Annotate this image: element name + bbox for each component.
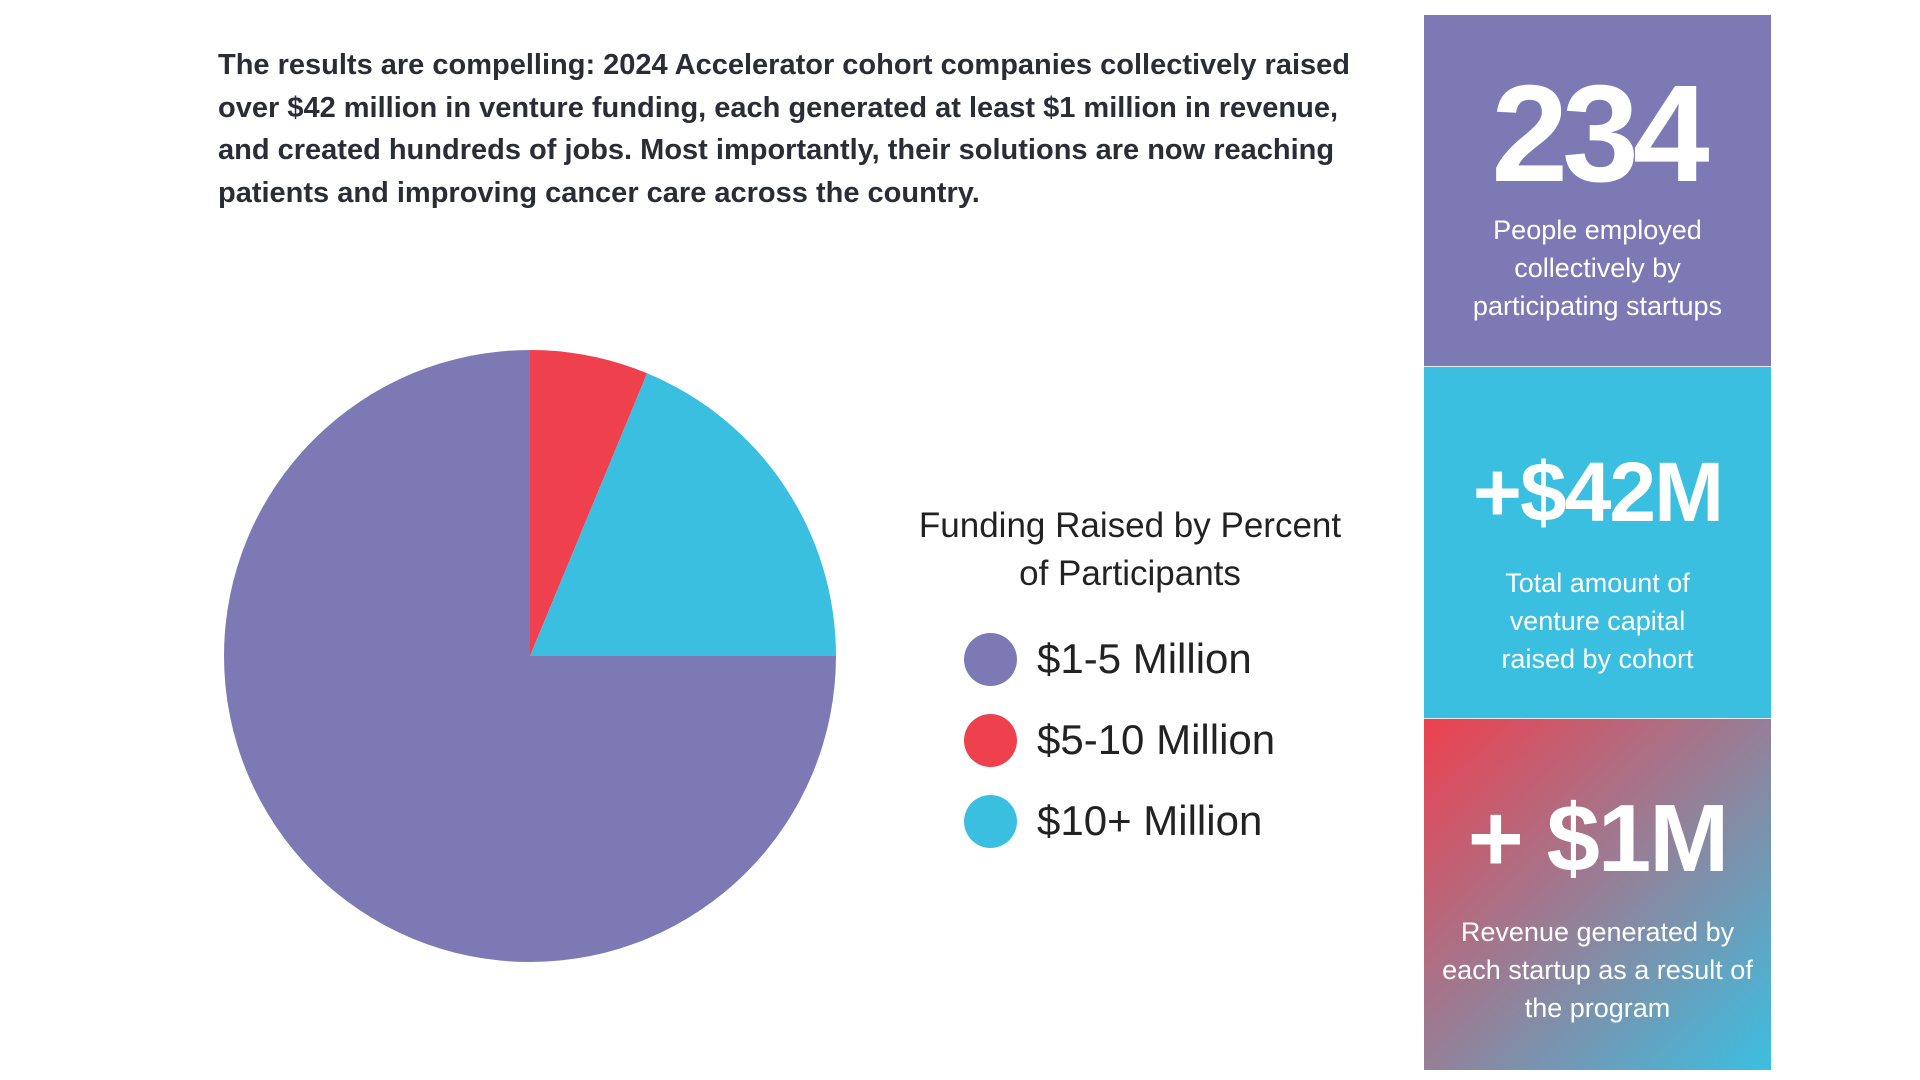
stat-card-revenue: + $1M Revenue generated by each startup … xyxy=(1424,718,1771,1070)
legend-swatch-10-plus-million xyxy=(964,794,1017,848)
pie-chart-svg xyxy=(224,350,836,962)
legend-item-5-10-million: $5-10 Million xyxy=(964,713,1275,767)
pie-slice-5-10-million xyxy=(530,350,648,656)
pie-slice-1-5-million xyxy=(224,350,836,962)
chart-legend: $1-5 Million $5-10 Million $10+ Million xyxy=(964,632,1275,875)
legend-item-1-5-million: $1-5 Million xyxy=(964,632,1275,686)
pie-slice-10-plus-million xyxy=(530,373,836,656)
legend-title: Funding Raised by Percent of Participant… xyxy=(918,506,1342,593)
stat-value-revenue: + $1M xyxy=(1467,785,1729,892)
stats-column: 234 People employed collectively by part… xyxy=(1424,15,1771,1070)
legend-label-10-plus-million: $10+ Million xyxy=(1037,797,1263,844)
stat-card-venture-capital: +$42M Total amount of venture capital ra… xyxy=(1424,366,1771,718)
intro-paragraph: The results are compelling: 2024 Acceler… xyxy=(218,49,1350,209)
stat-description-employees: People employed collectively by particip… xyxy=(1472,215,1723,321)
stat-value-employees: 234 xyxy=(1491,57,1709,211)
stat-description-venture-capital: Total amount of venture capital raised b… xyxy=(1501,568,1694,674)
stat-description-revenue: Revenue generated by each startup as a r… xyxy=(1442,917,1753,1023)
legend-label-1-5-million: $1-5 Million xyxy=(1037,635,1252,682)
legend-swatch-1-5-million xyxy=(964,632,1017,686)
legend-item-10-plus-million: $10+ Million xyxy=(964,794,1275,848)
legend-swatch-5-10-million xyxy=(964,713,1017,767)
stat-value-venture-capital: +$42M xyxy=(1472,445,1724,539)
stat-card-employees: 234 People employed collectively by part… xyxy=(1424,15,1771,366)
legend-label-5-10-million: $5-10 Million xyxy=(1037,716,1276,763)
pie-chart xyxy=(224,350,836,962)
